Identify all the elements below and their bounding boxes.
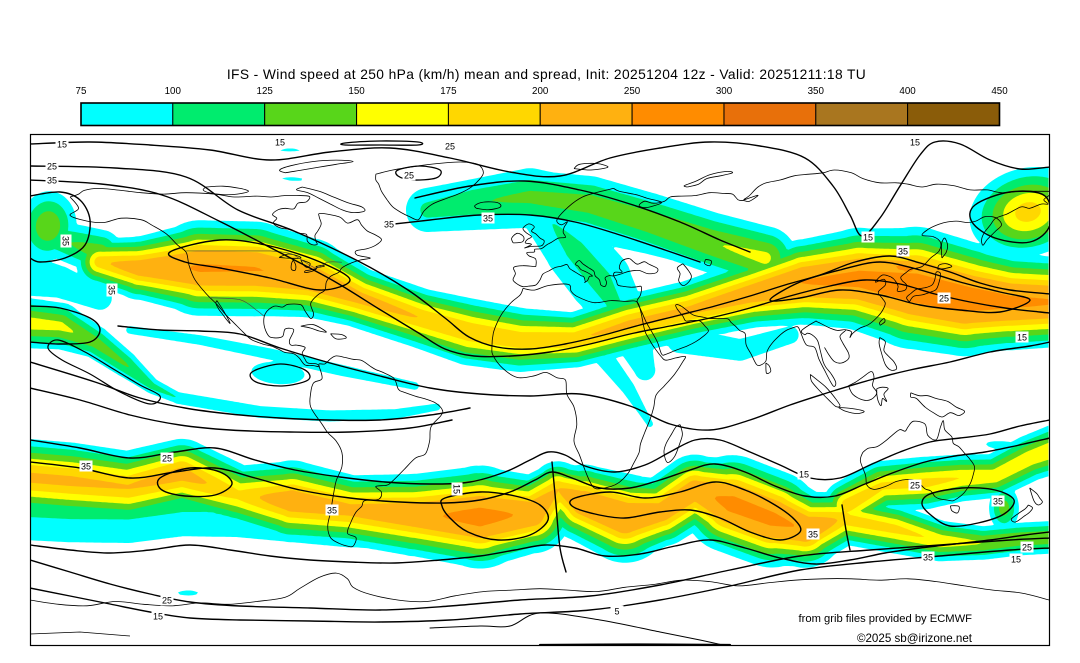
svg-text:150: 150	[348, 86, 365, 97]
svg-text:25: 25	[404, 171, 414, 181]
svg-text:450: 450	[991, 86, 1008, 97]
svg-text:100: 100	[165, 86, 182, 97]
svg-text:125: 125	[257, 86, 274, 97]
svg-text:35: 35	[923, 553, 933, 563]
svg-text:25: 25	[162, 596, 172, 606]
svg-text:35: 35	[327, 506, 337, 516]
svg-text:35: 35	[483, 214, 493, 224]
svg-text:75: 75	[76, 86, 87, 97]
svg-text:25: 25	[910, 481, 920, 491]
svg-text:15: 15	[275, 138, 285, 148]
svg-text:15: 15	[153, 612, 163, 622]
svg-text:15: 15	[1017, 333, 1027, 343]
svg-text:©2025 sb@irizone.net: ©2025 sb@irizone.net	[857, 632, 973, 645]
svg-text:15: 15	[863, 233, 873, 243]
svg-text:35: 35	[47, 176, 57, 186]
svg-text:35: 35	[898, 247, 908, 257]
svg-text:175: 175	[440, 86, 457, 97]
svg-text:35: 35	[81, 462, 91, 472]
svg-text:25: 25	[445, 142, 455, 152]
svg-text:from grib files provided by EC: from grib files provided by ECMWF	[799, 613, 973, 625]
svg-text:15: 15	[57, 140, 67, 150]
svg-text:200: 200	[532, 86, 549, 97]
svg-text:35: 35	[808, 530, 818, 540]
svg-text:25: 25	[47, 162, 57, 172]
svg-text:15: 15	[452, 484, 462, 494]
svg-text:35: 35	[107, 285, 117, 295]
svg-text:35: 35	[384, 220, 394, 230]
svg-text:25: 25	[939, 294, 949, 304]
svg-text:350: 350	[808, 86, 825, 97]
svg-text:25: 25	[162, 454, 172, 464]
svg-text:15: 15	[910, 138, 920, 148]
svg-text:35: 35	[993, 497, 1003, 507]
svg-text:25: 25	[1022, 543, 1032, 553]
svg-text:250: 250	[624, 86, 641, 97]
svg-text:300: 300	[716, 86, 733, 97]
svg-text:15: 15	[799, 470, 809, 480]
svg-text:5: 5	[614, 607, 619, 617]
svg-text:400: 400	[899, 86, 916, 97]
svg-text:IFS - Wind speed at 250 hPa (k: IFS - Wind speed at 250 hPa (km/h) mean …	[227, 67, 866, 82]
svg-text:35: 35	[61, 236, 71, 246]
svg-text:15: 15	[1011, 555, 1021, 565]
